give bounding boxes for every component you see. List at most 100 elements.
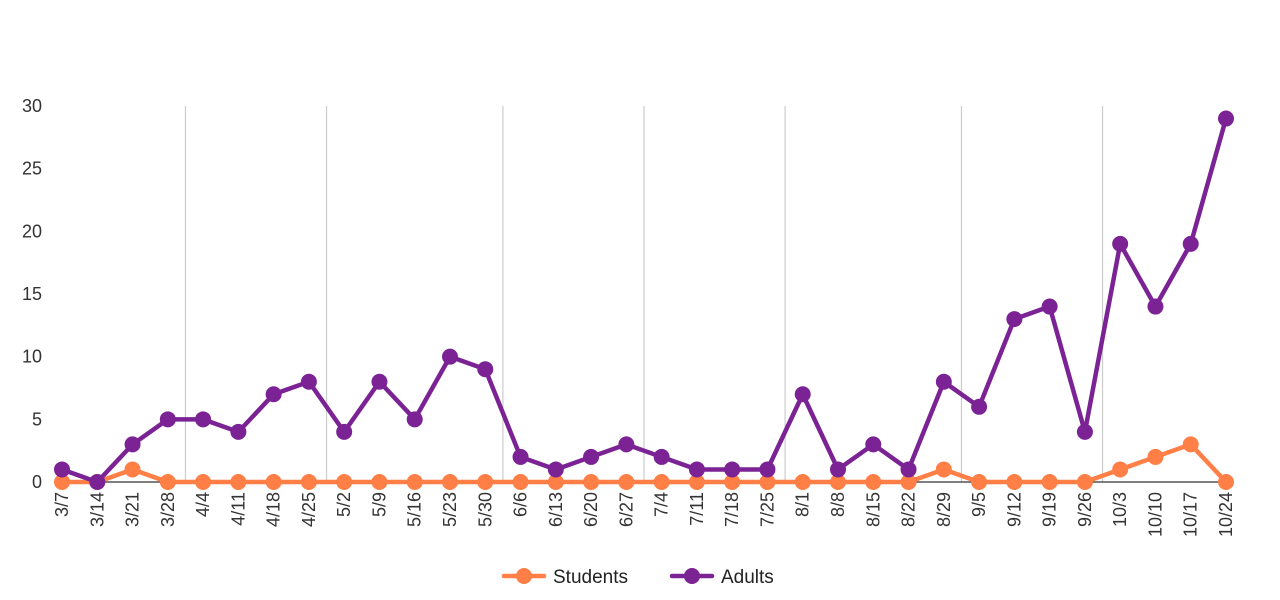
data-point-students — [653, 474, 670, 490]
data-point-adults — [794, 386, 811, 403]
data-point-adults — [583, 448, 600, 465]
data-point-students — [830, 474, 846, 490]
x-tick-label: 5/30 — [475, 492, 495, 527]
legend-item-students[interactable]: Students — [501, 567, 628, 588]
data-point-adults — [865, 436, 882, 453]
data-point-adults — [830, 461, 846, 478]
data-point-adults — [195, 411, 212, 428]
legend: Students Adults — [501, 567, 774, 588]
y-tick-label: 20 — [22, 221, 42, 241]
x-tick-label: 3/14 — [87, 492, 107, 527]
legend-swatch-marker — [684, 568, 700, 584]
legend-swatch-marker — [516, 568, 532, 584]
data-point-adults — [442, 348, 458, 365]
x-tick-label: 9/19 — [1040, 492, 1060, 527]
data-point-adults — [759, 461, 776, 478]
data-point-adults — [900, 461, 917, 478]
x-tick-label: 7/25 — [757, 492, 777, 527]
data-point-students — [1112, 461, 1129, 478]
x-tick-label: 3/28 — [158, 492, 178, 527]
data-point-students — [724, 474, 741, 490]
x-tick-label: 4/18 — [264, 492, 284, 527]
x-tick-label: 4/25 — [299, 492, 319, 527]
data-point-students — [124, 461, 141, 478]
x-tick-label: 8/8 — [828, 492, 848, 517]
y-tick-label: 25 — [22, 159, 42, 179]
data-point-students — [512, 474, 529, 490]
x-tick-label: 8/1 — [793, 492, 813, 517]
x-tick-label: 6/20 — [581, 492, 601, 527]
data-point-adults — [971, 398, 988, 415]
data-point-adults — [265, 386, 282, 403]
data-point-adults — [512, 448, 529, 465]
data-point-students — [583, 474, 600, 490]
x-tick-label: 10/17 — [1181, 492, 1201, 537]
data-point-adults — [300, 373, 317, 390]
data-point-students — [406, 474, 423, 490]
x-tick-label: 5/2 — [334, 492, 354, 517]
x-tick-label: 6/27 — [616, 492, 636, 527]
x-tick-label: 9/5 — [969, 492, 989, 517]
data-point-adults — [477, 361, 494, 378]
series-adults — [54, 110, 1234, 490]
data-point-adults — [688, 461, 705, 478]
legend-item-adults[interactable]: Adults — [669, 567, 774, 588]
x-tick-label: 5/9 — [369, 492, 389, 517]
data-point-students — [971, 474, 988, 490]
data-point-students — [230, 474, 247, 490]
x-tick-label: 6/6 — [511, 492, 531, 517]
y-tick-label: 15 — [22, 284, 42, 304]
data-point-students — [477, 474, 494, 490]
data-point-students — [54, 474, 70, 490]
x-tick-label: 3/21 — [123, 492, 143, 527]
x-axis: 3/7 3/14 3/21 3/28 4/4 4/11 4/18 4/25 5/2 5/9 5/16… — [52, 492, 1236, 537]
x-tick-label: 4/4 — [193, 492, 213, 517]
x-tick-label: 8/15 — [863, 492, 883, 527]
x-tick-label: 5/16 — [405, 492, 425, 527]
data-point-students — [265, 474, 282, 490]
data-point-adults — [371, 373, 388, 390]
series — [54, 110, 1234, 490]
legend-label: Adults — [721, 567, 774, 588]
data-point-adults — [1182, 235, 1199, 252]
data-point-adults — [124, 436, 141, 453]
data-point-students — [1147, 448, 1164, 465]
data-point-adults — [547, 461, 564, 478]
data-point-adults — [159, 411, 176, 428]
x-tick-label: 10/10 — [1145, 492, 1165, 537]
y-tick-label: 0 — [32, 472, 42, 492]
data-point-students — [618, 474, 635, 490]
x-tick-label: 10/24 — [1216, 492, 1236, 537]
data-point-students — [547, 474, 564, 490]
data-point-students — [935, 461, 952, 478]
data-point-students — [1076, 474, 1093, 490]
data-point-students — [1041, 474, 1058, 490]
x-tick-label: 7/4 — [652, 492, 672, 517]
data-point-adults — [336, 423, 353, 440]
x-tick-label: 5/23 — [440, 492, 460, 527]
data-point-students — [442, 474, 458, 490]
data-point-adults — [1112, 235, 1129, 252]
data-point-adults — [230, 423, 247, 440]
data-point-students — [759, 474, 776, 490]
data-point-students — [336, 474, 353, 490]
x-tick-label: 8/22 — [899, 492, 919, 527]
data-point-adults — [1218, 110, 1234, 127]
data-point-students — [900, 474, 917, 490]
x-tick-label: 7/18 — [722, 492, 742, 527]
data-point-adults — [1041, 298, 1058, 315]
data-point-adults — [618, 436, 635, 453]
x-tick-label: 10/3 — [1110, 492, 1130, 527]
data-point-students — [688, 474, 705, 490]
series-line-adults — [59, 116, 1229, 485]
series-line-students — [59, 442, 1229, 485]
y-axis: 0 5 10 15 20 25 30 — [22, 96, 42, 492]
data-point-students — [300, 474, 317, 490]
data-point-adults — [653, 448, 670, 465]
x-tick-label: 6/13 — [546, 492, 566, 527]
data-point-adults — [1076, 423, 1093, 440]
x-tick-label: 4/11 — [228, 492, 248, 526]
data-point-adults — [89, 474, 106, 490]
data-point-students — [1182, 436, 1199, 453]
